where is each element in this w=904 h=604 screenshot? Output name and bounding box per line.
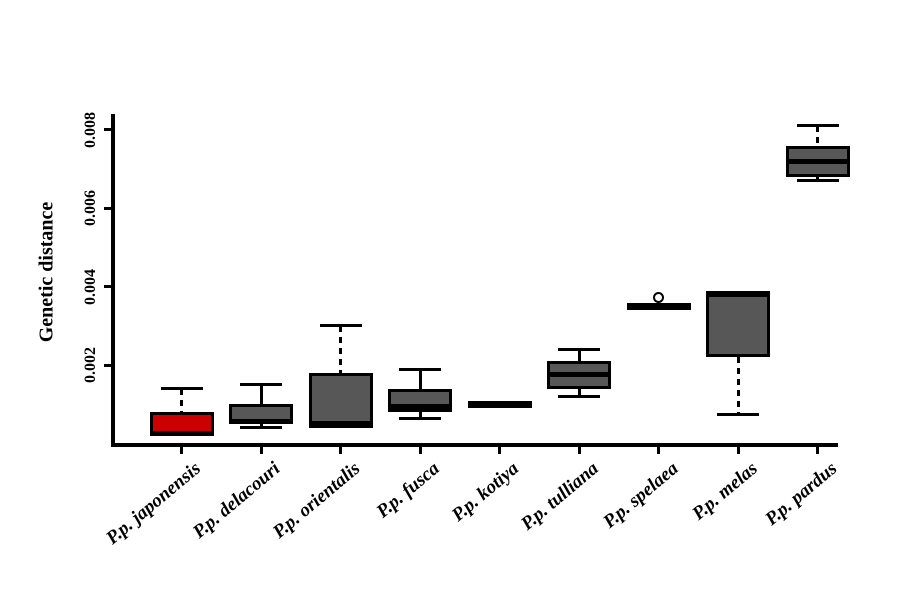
whisker-line-upper [180,388,183,413]
x-axis-line [111,443,838,447]
outlier-point [652,292,664,304]
median-line [706,292,770,298]
y-tick [104,128,113,132]
whisker-cap-lower [240,426,282,430]
whisker-cap-upper [160,387,203,391]
whisker-line-lower [816,176,819,181]
x-tick [736,445,740,454]
y-tick-label: 0.004 [82,268,99,305]
whisker-cap-lower [558,394,600,398]
y-tick-label: 0.006 [82,190,99,227]
whisker-line-lower [259,423,263,428]
whisker-line-upper [577,349,581,362]
y-tick-label: 0.008 [82,111,99,148]
whisker-line-upper [259,384,263,405]
x-tick [259,445,263,454]
x-tick [657,445,660,454]
whisker-line-upper [418,369,422,389]
x-tick-label: P.p. melas [688,458,762,525]
box-p-p-melas [706,290,770,358]
median-line [547,372,611,378]
y-tick [104,363,113,367]
x-tick-label: P.p. japonensis [102,458,205,549]
x-tick-label: P.p. fusca [372,458,444,523]
whisker-line-upper [816,125,819,146]
median-line [149,431,214,437]
x-tick-label: P.p. orientalis [268,458,364,543]
x-tick [418,445,422,454]
x-tick [339,445,342,454]
whisker-line-lower [736,357,740,415]
whisker-cap-upper [796,124,839,128]
x-tick-label: P.p. kotiya [447,458,523,526]
whisker-cap-upper [240,383,282,387]
x-tick-label: P.p. pardus [761,458,841,530]
median-line [785,158,850,164]
whisker-cap-lower [796,179,839,183]
whisker-cap-upper [319,324,362,328]
whisker-cap-lower [399,416,441,420]
whisker-cap-lower [717,412,759,416]
median-line [626,302,691,310]
x-tick-label: P.p. spelaea [598,458,682,533]
x-tick-label: P.p. tulliana [516,458,603,535]
y-tick [104,206,113,210]
y-tick-label: 0.002 [82,347,99,384]
whisker-line-upper [339,325,342,373]
whisker-cap-upper [558,347,600,351]
x-tick-label: P.p. delacouri [189,458,285,543]
median-line [229,419,293,425]
x-tick [498,445,501,454]
median-line [467,400,532,408]
median-line [388,403,452,409]
median-line [308,421,373,427]
whisker-line-lower [418,412,422,418]
whisker-cap-upper [399,367,441,371]
whisker-line-lower [577,388,581,397]
x-tick [180,445,183,454]
box-p-p-orientalis [308,372,373,428]
x-tick [577,445,581,454]
x-tick [816,445,819,454]
y-axis-line [111,114,115,447]
y-tick [104,285,113,289]
